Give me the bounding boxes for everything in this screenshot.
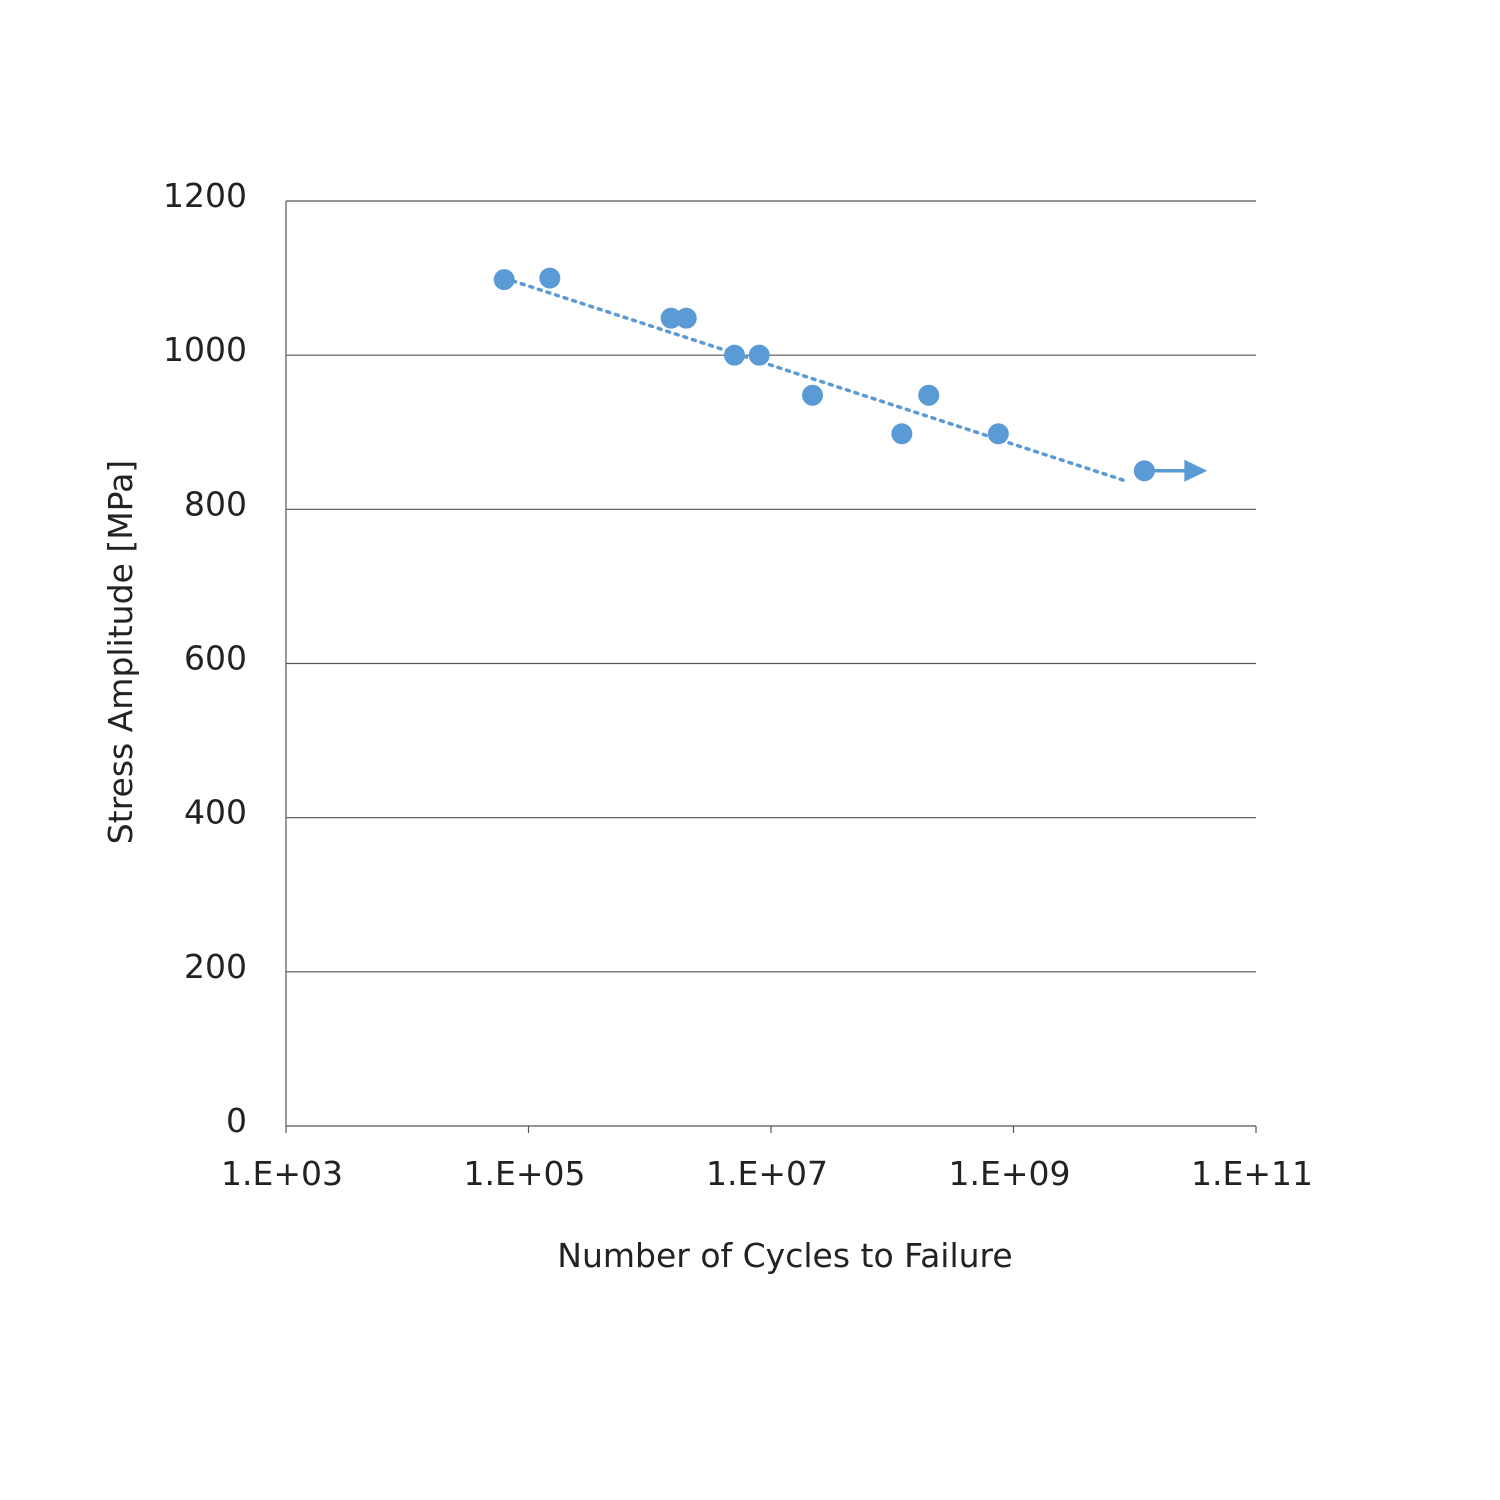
data-points [493,267,1208,482]
trendline-layer [502,276,1125,482]
x-tick-label-4: 1.E+11 [1191,1154,1313,1193]
y-tick-label-600: 600 [184,639,247,678]
y-tick-label-200: 200 [184,947,247,986]
y-tick-label-0: 0 [226,1101,247,1140]
x-tick-label-3: 1.E+09 [949,1154,1071,1193]
data-point-0 [493,269,515,291]
data-point-4 [724,344,746,366]
y-tick-labels: 0 200 400 600 800 1000 1200 [163,176,247,1140]
grid-lines [286,200,1256,973]
y-axis-title: Stress Amplitude [MPa] [101,460,140,844]
data-point-3 [675,307,697,329]
data-point-1 [539,267,561,289]
x-tick-label-0: 1.E+03 [221,1154,343,1193]
axes [285,201,1257,1133]
y-tick-label-1000: 1000 [163,330,247,369]
data-point-5 [748,344,770,366]
x-tick-labels: 1.E+03 1.E+05 1.E+07 1.E+09 1.E+11 [221,1154,1313,1193]
x-axis-title: Number of Cycles to Failure [557,1236,1012,1275]
data-point-6 [802,384,824,406]
y-tick-label-800: 800 [184,484,247,523]
y-tick-label-400: 400 [184,793,247,832]
y-tick-label-1200: 1200 [163,176,247,215]
data-point-2 [660,307,682,329]
x-tick-label-1: 1.E+05 [464,1154,586,1193]
data-point-7 [891,423,913,445]
data-point-9 [987,423,1009,445]
data-point-8 [918,384,940,406]
runout-arrow-head [1184,459,1208,482]
x-tick-label-2: 1.E+07 [706,1154,828,1193]
trendline [502,276,1125,482]
